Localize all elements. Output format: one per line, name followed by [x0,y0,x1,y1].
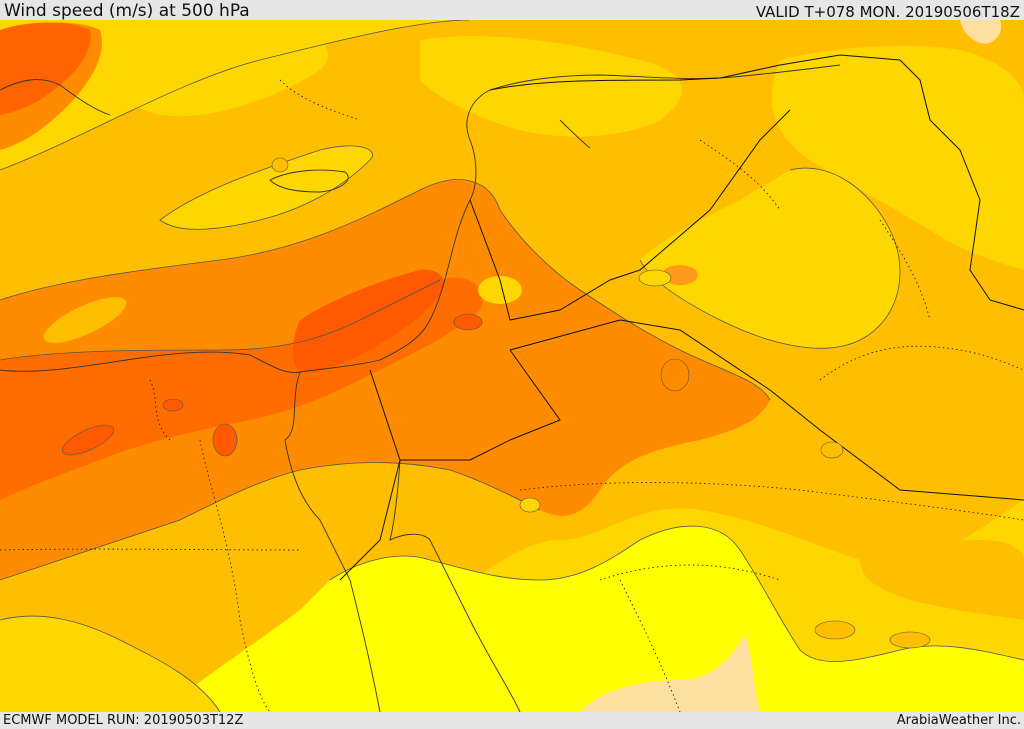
blob-1 [212,423,238,457]
blob-2 [162,398,184,412]
blob-9 [638,269,672,287]
blob-5 [453,313,483,331]
land-tan-ne [960,20,1002,44]
valid-time: VALID T+078 MON. 20190506T18Z [755,3,1020,21]
map-title: Wind speed (m/s) at 500 hPa [4,1,250,21]
field-light-north [420,36,682,137]
map-header: Wind speed (m/s) at 500 hPa VALID T+078 … [0,0,1024,20]
admin-borders [0,79,1024,712]
field-lightest-south [160,526,1024,712]
field-lightest-west [0,616,220,712]
field-light-ne [771,45,1024,270]
field-light-topleft [120,34,328,117]
field-light-cyprus [160,145,373,230]
blob-6 [814,620,856,640]
blob-10 [820,441,844,459]
wind-speed-map[interactable] [0,20,1024,712]
credit-label: ArabiaWeather Inc. [896,713,1021,728]
pocket-1 [43,297,127,343]
pocket-2 [478,276,522,304]
blob-7 [889,631,931,649]
field-stronger-core [292,269,444,373]
borders [339,54,1024,581]
land-tan [580,635,760,712]
blob-3 [61,424,115,456]
map-footer: ECMWF MODEL RUN: 20190503T12Z ArabiaWeat… [0,712,1024,729]
coastlines [0,64,841,712]
field-lightest-se [860,540,1024,620]
blob-4 [660,358,690,392]
field-light-east [640,168,900,349]
field-strong [0,179,770,580]
pocket-3 [662,265,698,285]
model-run: ECMWF MODEL RUN: 20190503T12Z [3,713,244,728]
field-strongest-nw [0,22,91,115]
isolines [0,20,1024,712]
blob-8 [519,497,541,513]
blob-11 [271,157,289,173]
